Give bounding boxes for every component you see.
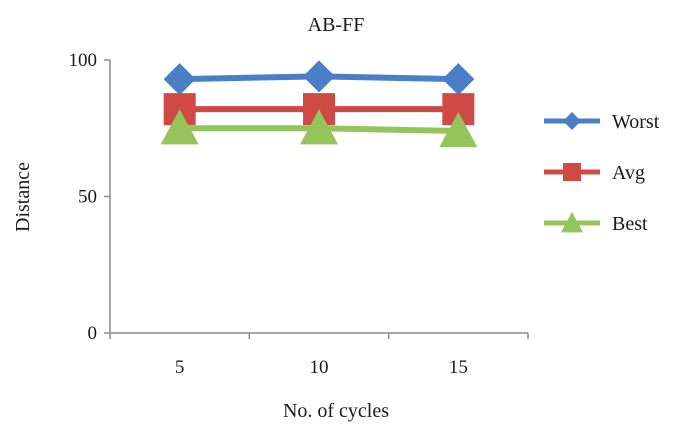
- x-tick-label: 5: [175, 357, 185, 378]
- legend-label-best: Best: [612, 213, 648, 235]
- legend-item-best: Best: [544, 212, 648, 235]
- data-point-worst: [303, 60, 335, 93]
- legend-item-worst: Worst: [544, 111, 660, 133]
- data-point-best: [300, 109, 338, 145]
- axis-ticks: 0 50 100 5 10 15: [69, 50, 529, 378]
- legend-item-avg: Avg: [544, 162, 645, 184]
- data-point-best: [160, 109, 199, 145]
- x-tick-label: 10: [310, 357, 329, 378]
- legend-label-worst: Worst: [612, 111, 660, 133]
- series-layer: [160, 60, 478, 148]
- legend-label-avg: Avg: [612, 162, 645, 184]
- y-tick-label: 50: [78, 187, 97, 208]
- data-point-best: [439, 111, 478, 148]
- series-worst: [163, 60, 475, 96]
- legend-marker-worst: [563, 112, 581, 130]
- data-point-worst: [442, 63, 475, 96]
- legend-marker-best: [561, 212, 583, 233]
- y-tick-label: 0: [88, 323, 98, 344]
- x-axis-label: No. of cycles: [283, 400, 389, 422]
- legend: Worst Avg Best: [544, 111, 660, 235]
- series-best: [160, 109, 478, 148]
- y-axis-label: Distance: [12, 162, 34, 232]
- x-tick-label: 15: [449, 357, 468, 378]
- chart-title: AB-FF: [308, 14, 365, 36]
- data-point-worst: [163, 63, 196, 96]
- y-tick-label: 100: [69, 50, 98, 71]
- legend-marker-avg: [563, 163, 581, 181]
